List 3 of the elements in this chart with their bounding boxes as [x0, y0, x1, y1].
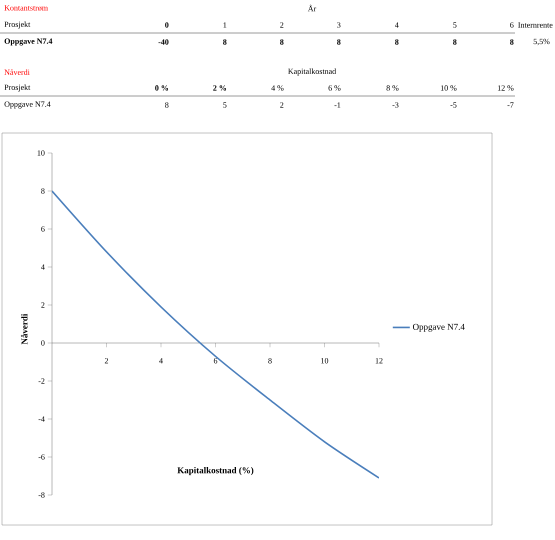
x-axis-title: Kapitalkostnad (%) — [177, 467, 254, 476]
y-axis-title: Nåverdi — [20, 314, 28, 344]
legend-label: Oppgave N7.4 — [412, 324, 465, 332]
